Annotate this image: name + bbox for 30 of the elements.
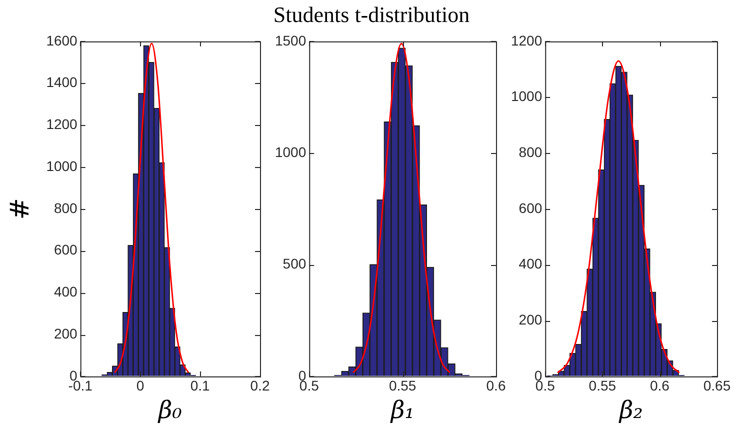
x-tick-label: 0.2 — [250, 378, 270, 394]
y-tick-label: 1000 — [46, 158, 78, 174]
x-tick-label: 0.6 — [650, 378, 670, 394]
y-tick-label: 200 — [518, 311, 542, 328]
y-axis-title: # — [5, 198, 36, 220]
chart-title: Students t-distribution — [272, 2, 471, 28]
y-tick-label: 800 — [518, 144, 542, 160]
y-tick-label: 1000 — [510, 88, 542, 104]
y-tick-label: 400 — [518, 256, 542, 272]
x-tick-label: 0.6 — [486, 378, 506, 394]
x-tick-label: 0.55 — [388, 378, 416, 394]
x-axis-title: β₀ — [157, 396, 182, 424]
x-tick-label: 0.55 — [588, 378, 616, 394]
y-tick-label: 600 — [518, 200, 542, 216]
x-tick-label: 0.65 — [703, 378, 731, 394]
y-tick-label: 1400 — [46, 74, 78, 90]
y-tick-label: 1500 — [274, 32, 306, 48]
x-tick-label: 0 — [136, 378, 144, 394]
x-axis-title: β₂ — [618, 396, 643, 424]
y-tick-label: 600 — [54, 242, 78, 258]
y-tick-label: 1600 — [46, 32, 78, 48]
y-tick-label: 1000 — [274, 144, 306, 160]
y-tick-label: 1200 — [510, 32, 542, 48]
y-tick-label: 800 — [54, 200, 78, 216]
y-tick-label: 200 — [54, 325, 78, 342]
y-tick-label: 1200 — [46, 116, 78, 132]
y-tick-label: 400 — [54, 284, 78, 300]
x-tick-label: 0.1 — [190, 378, 210, 394]
x-axis-title: β₁ — [390, 396, 414, 424]
y-tick-label: 500 — [282, 256, 306, 272]
